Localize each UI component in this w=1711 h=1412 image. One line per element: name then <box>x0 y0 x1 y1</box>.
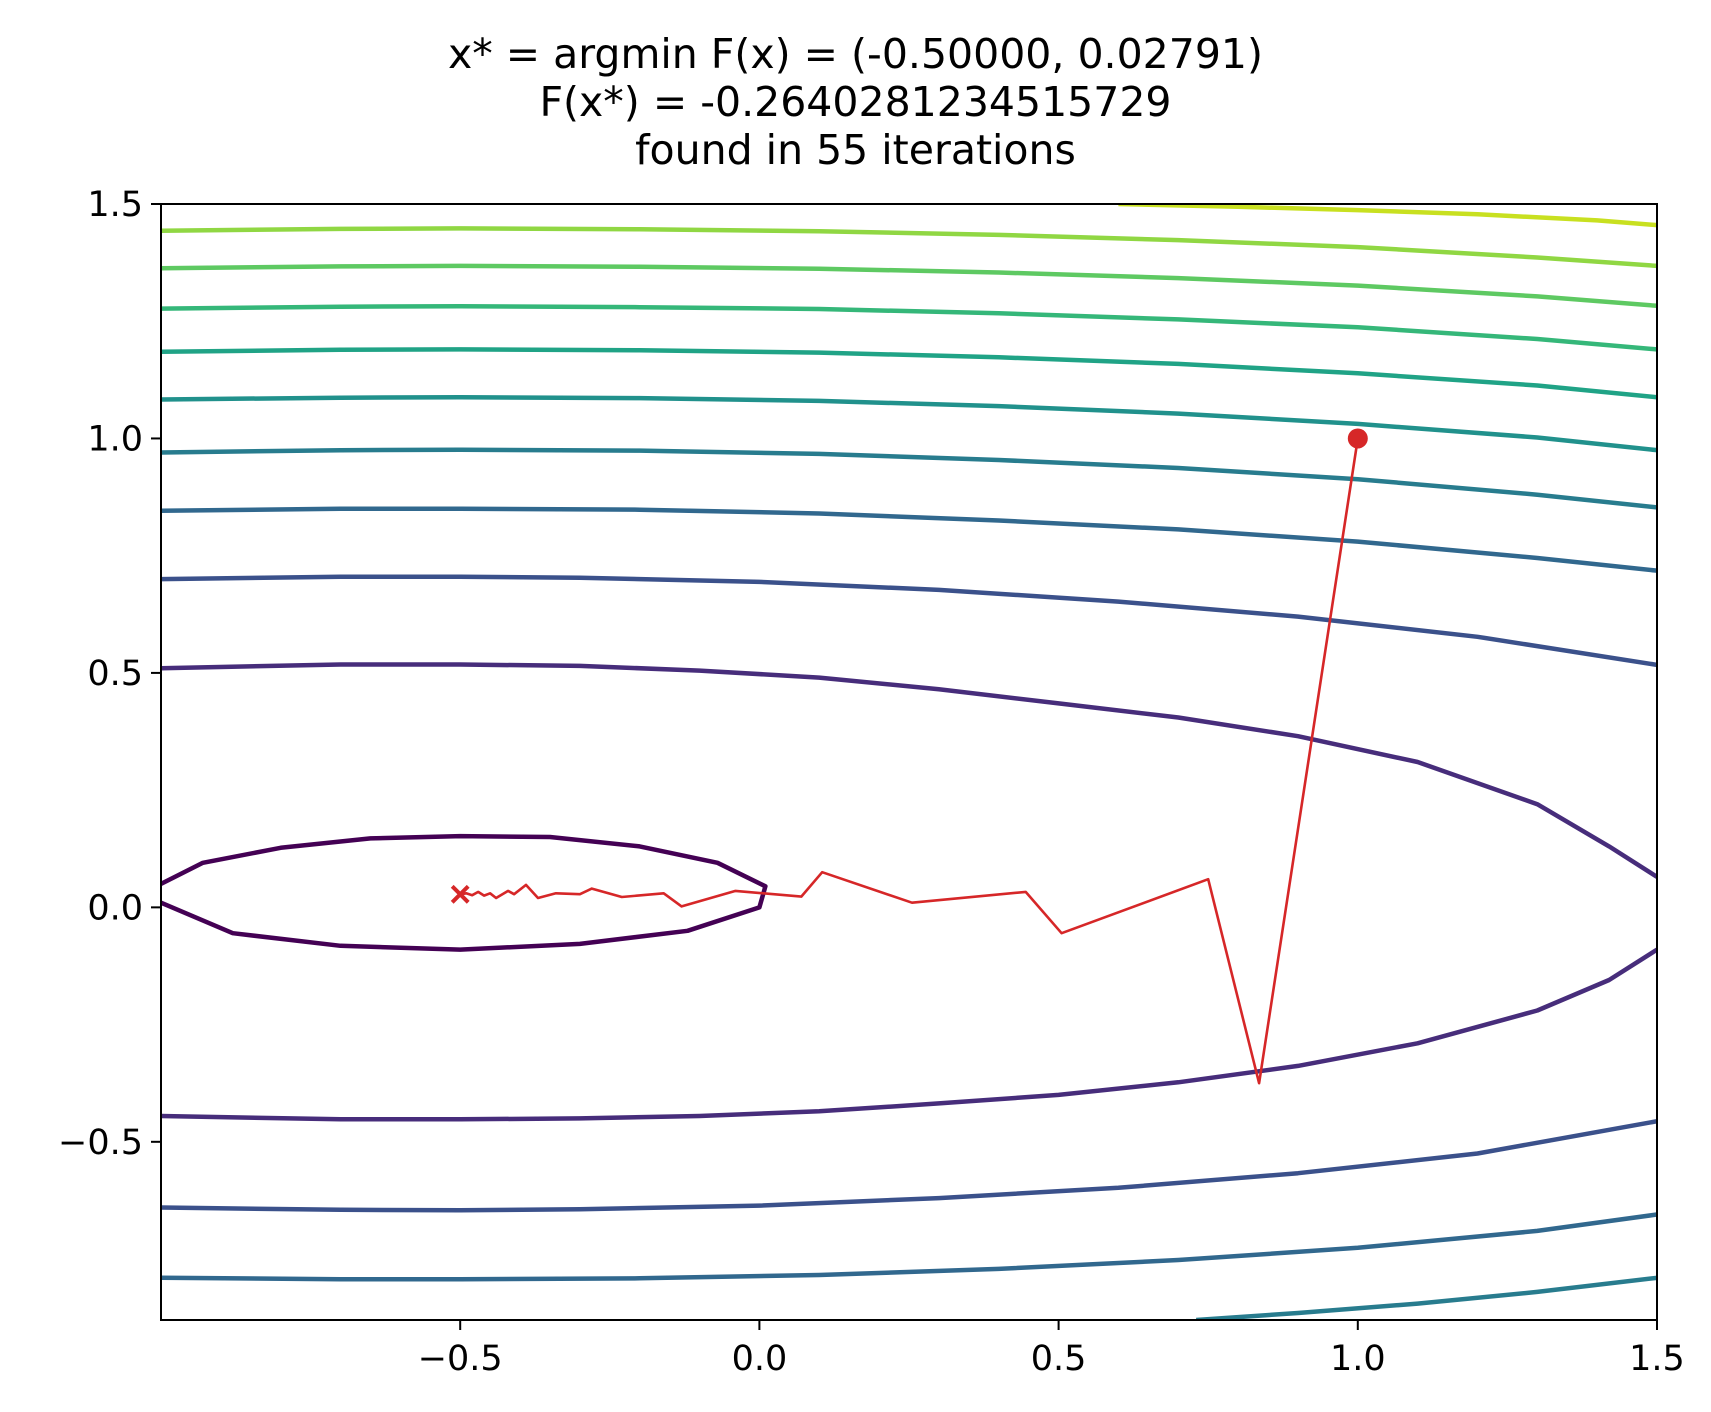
y-tick-label-3: 1.0 <box>87 419 143 459</box>
y-tick-label-0: −0.5 <box>58 1123 143 1163</box>
chart-title-line-3: found in 55 iterations <box>635 126 1076 174</box>
minimum-x-marker <box>450 884 470 904</box>
contour-line-3 <box>161 574 1657 668</box>
x-tick-label-2: 0.5 <box>1031 1339 1087 1379</box>
x-tick-label-1: 0.0 <box>732 1339 788 1379</box>
chart-title-line-2: F(x*) = -0.2640281234515729 <box>539 78 1172 126</box>
contour-line-6 <box>161 1212 1657 1282</box>
contour-line-10 <box>161 347 1657 400</box>
axes: −0.5 0.0 0.5 1.0 1.5 −0.5 0.0 0.5 1.0 1.5 <box>58 185 1685 1379</box>
contour-line-7 <box>161 447 1657 510</box>
contour-line-14 <box>1118 204 1657 228</box>
optimization-path-layer <box>450 428 1368 1085</box>
contour-line-1 <box>161 662 1657 879</box>
contour-line-9 <box>161 394 1657 453</box>
contour-line-2 <box>161 947 1657 1122</box>
x-tick-label-3: 1.0 <box>1330 1339 1386 1379</box>
contour-line-13 <box>161 226 1657 269</box>
y-tick-label-4: 1.5 <box>87 185 143 225</box>
contour-line-0 <box>161 833 768 952</box>
contour-line-11 <box>161 303 1657 352</box>
start-point-marker <box>1347 428 1368 449</box>
contour-line-12 <box>161 263 1657 309</box>
x-tick-label-4: 1.5 <box>1629 1339 1685 1379</box>
contour-line-8 <box>1196 1275 1657 1320</box>
x-tick-label-0: −0.5 <box>418 1339 503 1379</box>
contour-line-5 <box>161 506 1657 573</box>
y-tick-label-1: 0.0 <box>87 888 143 928</box>
contour-layer <box>161 204 1657 1320</box>
y-tick-label-2: 0.5 <box>87 654 143 694</box>
optimization-path-line <box>459 438 1360 1085</box>
chart-title-line-1: x* = argmin F(x) = (-0.50000, 0.02791) <box>447 30 1263 78</box>
plot-frame <box>160 203 1658 1321</box>
contour-line-4 <box>161 1118 1657 1213</box>
